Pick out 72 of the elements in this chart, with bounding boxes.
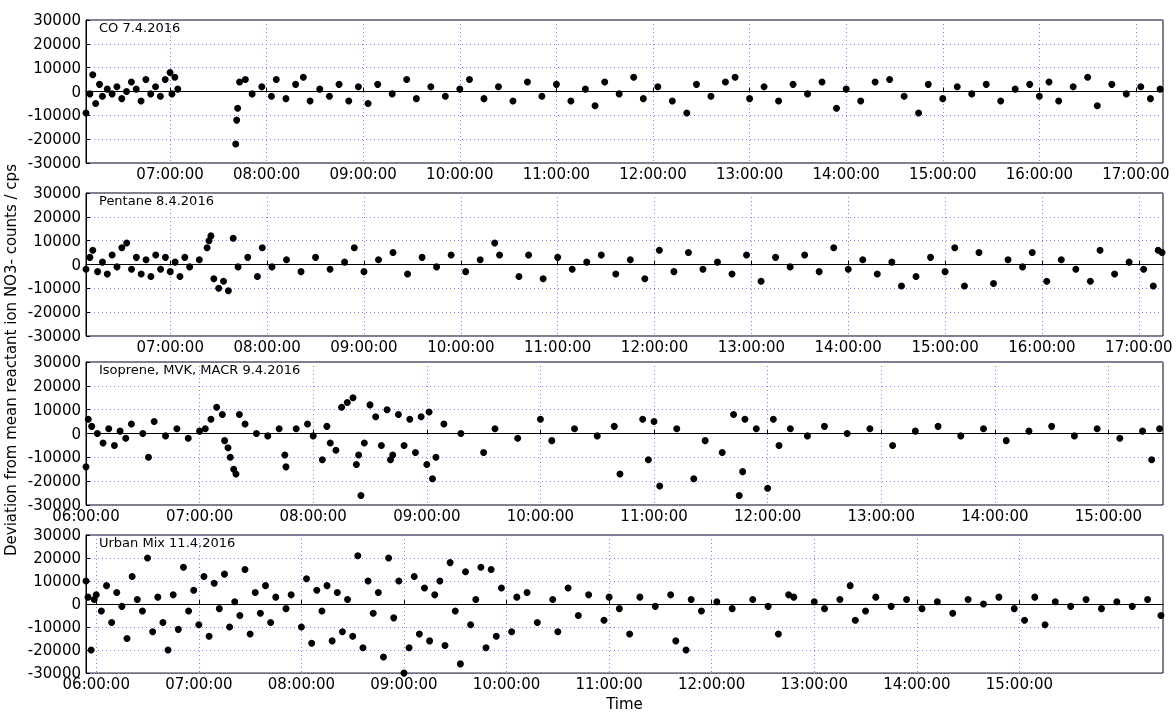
y-tick-label: -10000 xyxy=(27,448,81,467)
y-tick-label: 10000 xyxy=(33,400,81,419)
x-tick-label: 11:00:00 xyxy=(575,674,643,693)
x-tick-label: 10:00:00 xyxy=(426,164,494,183)
x-tick-label: 07:00:00 xyxy=(165,506,234,525)
x-tick-label: 08:00:00 xyxy=(232,164,301,183)
x-tick-label: 08:00:00 xyxy=(279,506,347,525)
y-tick-label: -10000 xyxy=(27,106,81,125)
y-tick-label: 10000 xyxy=(33,572,81,591)
y-tick-label: 20000 xyxy=(33,549,81,568)
x-tick-label: 16:00:00 xyxy=(1005,164,1074,183)
y-tick-label: 10000 xyxy=(33,231,81,250)
x-tick-label: 15:00:00 xyxy=(985,674,1054,693)
x-tick-label: 10:00:00 xyxy=(427,337,495,356)
y-tick-label: 30000 xyxy=(33,526,81,544)
x-tick-label: 11:00:00 xyxy=(620,506,688,525)
x-axis-title: Time xyxy=(605,694,643,713)
x-tick-label: 13:00:00 xyxy=(717,337,786,356)
x-tick-label: 15:00:00 xyxy=(911,337,979,356)
y-tick-label: 10000 xyxy=(33,58,81,77)
x-tick-label: 08:00:00 xyxy=(267,674,336,693)
x-tick-label: 12:00:00 xyxy=(733,506,802,525)
y-tick-label: -30000 xyxy=(27,154,81,172)
x-tick-label: 11:00:00 xyxy=(523,337,592,356)
chart-title: Urban Mix 11.4.2016 xyxy=(99,535,236,550)
x-tick-label: 16:00:00 xyxy=(1008,337,1076,356)
y-tick-label: 20000 xyxy=(33,376,81,395)
y-tick-label: 30000 xyxy=(33,11,81,29)
x-tick-label: 11:00:00 xyxy=(522,164,591,183)
y-tick-label: 30000 xyxy=(33,353,81,371)
chart-title: Isoprene, MVK, MACR 9.4.2016 xyxy=(99,362,301,377)
y-tick-label: -10000 xyxy=(27,279,81,298)
y-tick-label: 30000 xyxy=(33,184,81,202)
x-tick-label: 09:00:00 xyxy=(370,674,438,693)
x-tick-label: 13:00:00 xyxy=(847,506,915,525)
x-tick-label: 13:00:00 xyxy=(780,674,848,693)
x-tick-label: 08:00:00 xyxy=(233,337,301,356)
y-tick-label: 20000 xyxy=(33,34,81,53)
x-tick-label: 14:00:00 xyxy=(814,337,882,356)
x-tick-label: 15:00:00 xyxy=(1074,506,1143,525)
y-tick-label: -20000 xyxy=(27,303,81,322)
y-tick-label: 0 xyxy=(71,255,81,274)
y-tick-label: 0 xyxy=(71,424,81,443)
x-tick-label: 07:00:00 xyxy=(136,337,204,356)
y-axis-title: Deviation from mean reactant ion NO3- counts / cps xyxy=(1,164,20,556)
x-tick-label: 15:00:00 xyxy=(909,164,977,183)
x-tick-label: 17:00:00 xyxy=(1102,164,1170,183)
x-tick-label: 07:00:00 xyxy=(165,674,233,693)
x-tick-label: 09:00:00 xyxy=(393,506,461,525)
y-tick-label: 20000 xyxy=(33,207,81,226)
y-tick-label: -20000 xyxy=(27,130,81,149)
chart-title: CO 7.4.2016 xyxy=(99,20,181,35)
x-tick-label: 12:00:00 xyxy=(619,164,687,183)
chart-title: Pentane 8.4.2016 xyxy=(99,193,214,208)
x-tick-label: 17:00:00 xyxy=(1105,337,1173,356)
x-tick-label: 07:00:00 xyxy=(136,164,204,183)
x-tick-label: 12:00:00 xyxy=(620,337,689,356)
y-tick-label: -20000 xyxy=(27,641,81,660)
x-tick-label: 09:00:00 xyxy=(330,337,398,356)
x-tick-label: 14:00:00 xyxy=(961,506,1029,525)
x-tick-label: 13:00:00 xyxy=(715,164,784,183)
x-tick-label: 12:00:00 xyxy=(678,674,746,693)
y-tick-label: 0 xyxy=(71,595,81,614)
x-tick-label: 10:00:00 xyxy=(472,674,541,693)
x-tick-label: 14:00:00 xyxy=(812,164,880,183)
y-tick-label: 0 xyxy=(71,82,81,101)
y-tick-label: -20000 xyxy=(27,472,81,491)
y-tick-label: -30000 xyxy=(27,327,81,345)
y-tick-label: -10000 xyxy=(27,618,81,637)
x-tick-label: 10:00:00 xyxy=(506,506,575,525)
x-tick-label: 14:00:00 xyxy=(883,674,951,693)
x-tick-label: 09:00:00 xyxy=(329,164,397,183)
